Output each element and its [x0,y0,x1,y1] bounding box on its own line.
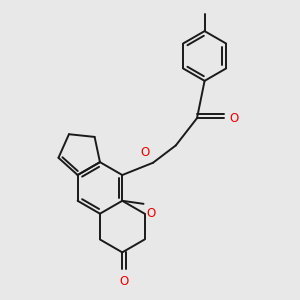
Text: O: O [119,275,128,288]
Text: O: O [141,146,150,159]
Text: O: O [146,207,155,220]
Text: O: O [230,112,239,125]
